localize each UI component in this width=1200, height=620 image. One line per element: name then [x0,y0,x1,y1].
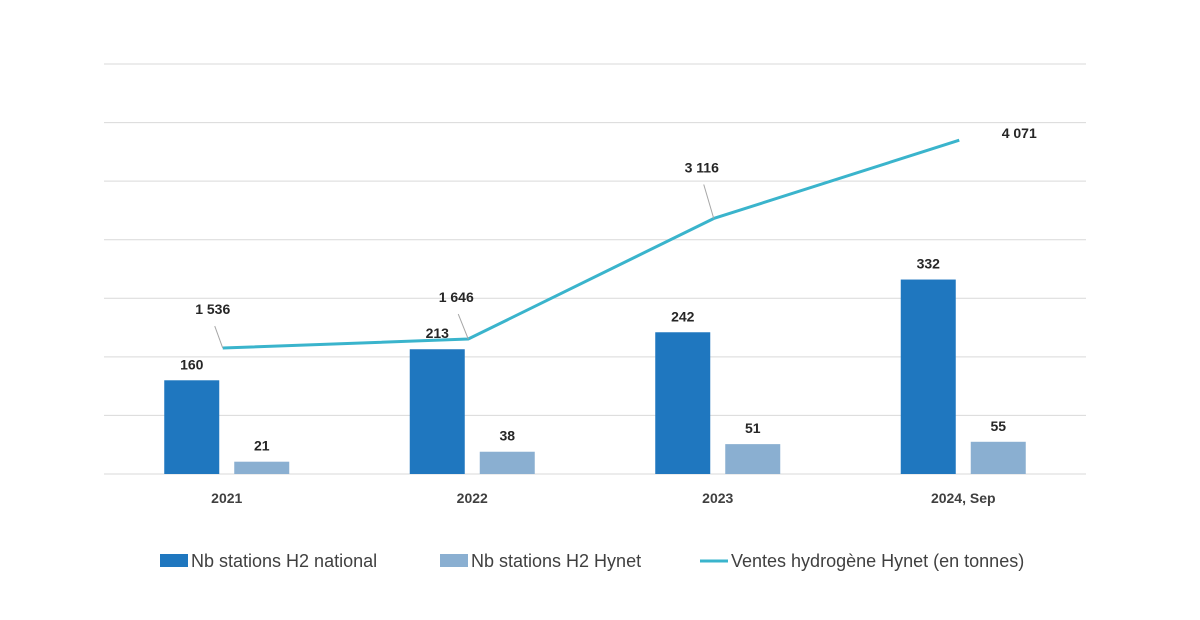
x-tick-label: 2024, Sep [931,490,996,506]
leader-line [457,313,469,340]
line-label-1: 1 646 [439,289,474,305]
bars [164,279,1026,474]
legend: Nb stations H2 national Nb stations H2 Hy… [160,551,1024,571]
bar-label-national-1: 213 [426,325,450,341]
leader-line [214,325,224,349]
legend-swatch-1 [440,554,468,567]
bar-label-hynet-1: 38 [499,428,515,444]
legend-label-0: Nb stations H2 national [191,551,377,571]
line-label-0: 1 536 [195,301,230,317]
bar-national-1 [409,349,465,474]
bar-label-hynet-0: 21 [254,438,270,454]
legend-label-2: Ventes hydrogène Hynet (en tonnes) [731,551,1024,571]
gridlines [104,63,1086,475]
line-series [222,138,960,350]
x-tick-label: 2023 [702,490,733,506]
legend-label-1: Nb stations H2 Hynet [471,551,641,571]
data-labels: 160 21 213 38 242 51 332 55 1 536 1 646 3 116 4 071 [180,125,1037,454]
bar-label-hynet-2: 51 [745,420,761,436]
x-axis-tick-labels: 2021 2022 2023 2024, Sep [211,490,995,506]
bar-national-0 [164,380,220,474]
bar-label-hynet-3: 55 [990,418,1006,434]
bar-hynet-1 [479,451,535,474]
bar-hynet-0 [234,461,290,474]
bar-label-national-2: 242 [671,308,695,324]
x-tick-label: 2022 [457,490,488,506]
leader-line [703,184,715,219]
bar-national-2 [655,332,711,474]
legend-swatch-0 [160,554,188,567]
x-tick-label: 2021 [211,490,242,506]
line-ventes [222,138,960,350]
bar-label-national-3: 332 [917,256,941,272]
line-label-3: 4 071 [1002,125,1037,141]
line-label-2: 3 116 [685,159,719,175]
bar-hynet-2 [725,444,781,474]
bar-hynet-3 [970,441,1026,474]
bar-label-national-0: 160 [180,356,204,372]
bar-national-3 [900,279,956,474]
